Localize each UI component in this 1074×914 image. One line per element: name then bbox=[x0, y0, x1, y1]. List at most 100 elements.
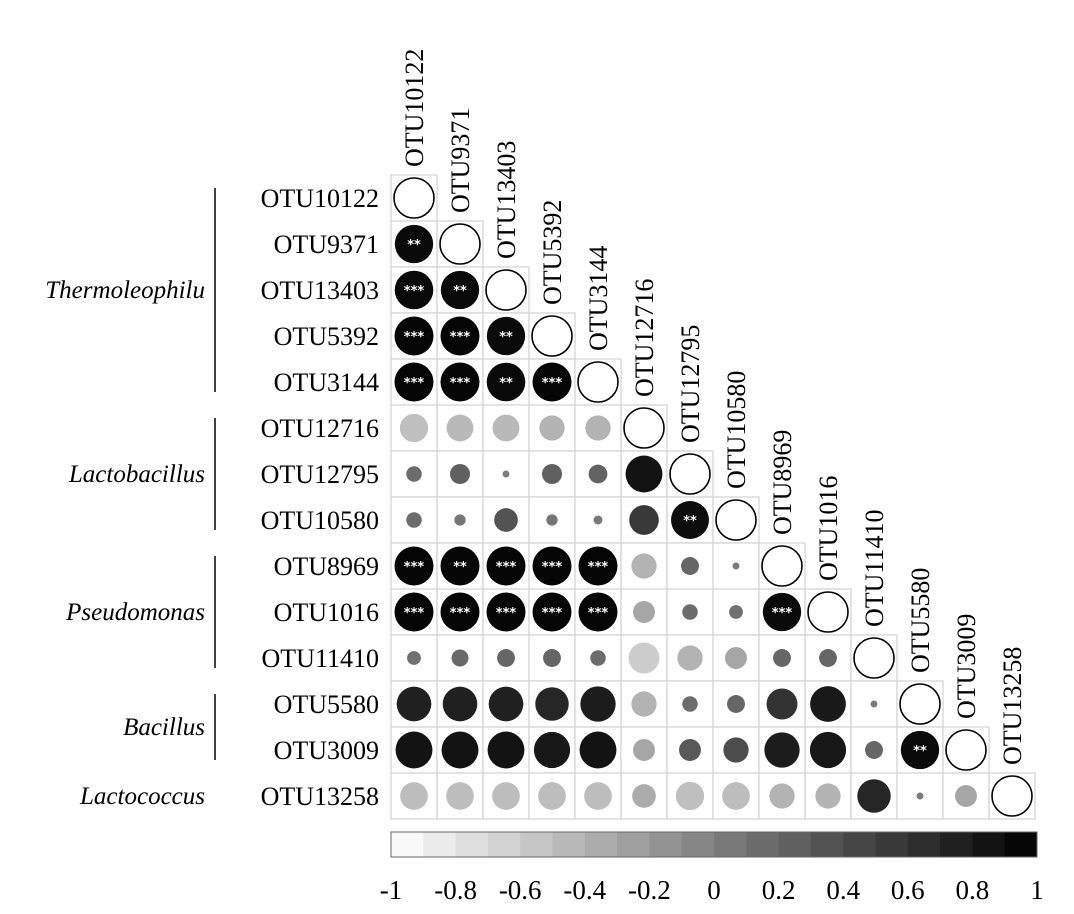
colorbar-segment-12 bbox=[778, 832, 812, 857]
circle-8-6 bbox=[681, 557, 699, 575]
circle-11-3 bbox=[535, 687, 569, 721]
circle-13-12 bbox=[955, 785, 977, 807]
row-label-2: OTU13403 bbox=[261, 276, 379, 305]
circle-9-5 bbox=[633, 601, 655, 623]
circle-7-5 bbox=[629, 505, 659, 535]
circle-12-12 bbox=[945, 729, 987, 771]
circle-6-1 bbox=[450, 464, 470, 484]
group-label-1: Lactobacillus bbox=[68, 461, 205, 488]
colorbar-tick-2: -0.6 bbox=[499, 875, 542, 905]
group-label-2: Pseudomonas bbox=[65, 599, 205, 626]
circle-5-1 bbox=[446, 414, 474, 442]
circle-9-4 bbox=[578, 592, 618, 632]
circle-11-0 bbox=[396, 686, 432, 722]
column-label-7: OTU10580 bbox=[722, 371, 751, 489]
significance-8-2: *** bbox=[496, 560, 517, 575]
circle-12-6 bbox=[679, 739, 701, 761]
column-label-0: OTU10122 bbox=[400, 49, 429, 167]
column-label-6: OTU12795 bbox=[676, 325, 705, 443]
circle-6-4 bbox=[588, 464, 608, 484]
colorbar-outline bbox=[390, 831, 1038, 858]
circle-8-5 bbox=[631, 553, 657, 579]
circle-7-1 bbox=[454, 514, 466, 526]
circle-10-4 bbox=[590, 650, 606, 666]
circle-8-4 bbox=[578, 546, 618, 586]
circle-0-0 bbox=[393, 177, 435, 219]
significance-4-1: *** bbox=[450, 376, 471, 391]
significance-4-2: ** bbox=[499, 376, 513, 391]
row-label-9: OTU1016 bbox=[274, 598, 379, 627]
circle-13-5 bbox=[632, 784, 656, 808]
circle-7-3 bbox=[546, 514, 558, 526]
significance-1-0: ** bbox=[407, 238, 421, 253]
colorbar-tick-1: -0.8 bbox=[434, 875, 477, 905]
circle-8-0 bbox=[394, 546, 434, 586]
colorbar-tick-9: 0.8 bbox=[956, 875, 990, 905]
circle-12-4 bbox=[579, 731, 617, 769]
significance-3-1: *** bbox=[450, 330, 471, 345]
circle-3-1 bbox=[440, 316, 480, 356]
row-label-13: OTU13258 bbox=[261, 782, 379, 811]
column-label-12: OTU3009 bbox=[952, 614, 981, 719]
colorbar-tick-7: 0.4 bbox=[826, 875, 860, 905]
row-label-1: OTU9371 bbox=[274, 230, 379, 259]
circle-8-2 bbox=[486, 546, 526, 586]
row-label-0: OTU10122 bbox=[261, 184, 379, 213]
circle-12-10 bbox=[865, 741, 883, 759]
colorbar-segment-4 bbox=[520, 832, 553, 857]
colorbar-tick-0: -1 bbox=[380, 875, 403, 905]
circle-9-8 bbox=[762, 592, 802, 632]
column-label-9: OTU1016 bbox=[814, 476, 843, 581]
column-label-11: OTU5580 bbox=[906, 568, 935, 673]
group-label-3: Bacillus bbox=[123, 714, 205, 741]
column-label-3: OTU5392 bbox=[538, 200, 567, 305]
circle-11-7 bbox=[727, 695, 745, 713]
circle-2-1 bbox=[440, 270, 480, 310]
circle-12-1 bbox=[441, 731, 479, 769]
circle-13-11 bbox=[916, 792, 924, 800]
circle-9-7 bbox=[729, 605, 743, 619]
circle-10-9 bbox=[819, 649, 837, 667]
column-labels: OTU10122 OTU9371 OTU13403 OTU5392 OTU3144 OTU… bbox=[400, 49, 1027, 765]
row-label-11: OTU5580 bbox=[274, 690, 379, 719]
colorbar-segment-13 bbox=[810, 832, 844, 857]
circle-9-6 bbox=[682, 604, 698, 620]
circle-9-3 bbox=[532, 592, 572, 632]
significance-8-3: *** bbox=[542, 560, 563, 575]
colorbar-segment-8 bbox=[649, 832, 683, 857]
colorbar bbox=[390, 831, 1038, 858]
cell-6-0 bbox=[390, 450, 438, 498]
significance-8-4: *** bbox=[588, 560, 609, 575]
circle-5-3 bbox=[539, 415, 565, 441]
circle-7-4 bbox=[593, 515, 603, 525]
row-labels: OTU10122 OTU9371 OTU13403 OTU5392 OTU3144 OTU… bbox=[261, 184, 379, 811]
column-label-8: OTU8969 bbox=[768, 430, 797, 535]
significance-9-0: *** bbox=[404, 606, 425, 621]
row-label-12: OTU3009 bbox=[274, 736, 379, 765]
circle-2-0 bbox=[394, 270, 434, 310]
row-label-4: OTU3144 bbox=[274, 368, 379, 397]
colorbar-tick-10: 1 bbox=[1030, 875, 1044, 905]
colorbar-segment-0 bbox=[391, 832, 424, 857]
significance-9-3: *** bbox=[542, 606, 563, 621]
circle-8-3 bbox=[532, 546, 572, 586]
circle-3-3 bbox=[531, 315, 573, 357]
circle-9-0 bbox=[394, 592, 434, 632]
circle-1-0 bbox=[394, 224, 434, 264]
circle-11-10 bbox=[870, 700, 878, 708]
circle-5-0 bbox=[399, 413, 429, 443]
circle-3-0 bbox=[394, 316, 434, 356]
circle-11-4 bbox=[580, 686, 616, 722]
circle-4-1 bbox=[440, 362, 480, 402]
circle-10-7 bbox=[725, 647, 747, 669]
circle-12-3 bbox=[533, 731, 571, 769]
circle-12-8 bbox=[764, 732, 800, 768]
circle-10-1 bbox=[451, 649, 469, 667]
significance-8-1: ** bbox=[453, 560, 467, 575]
colorbar-segment-10 bbox=[714, 832, 747, 857]
significance-9-8: *** bbox=[772, 606, 793, 621]
column-label-4: OTU3144 bbox=[584, 246, 613, 351]
row-label-7: OTU10580 bbox=[261, 506, 379, 535]
significance-4-3: *** bbox=[542, 376, 563, 391]
